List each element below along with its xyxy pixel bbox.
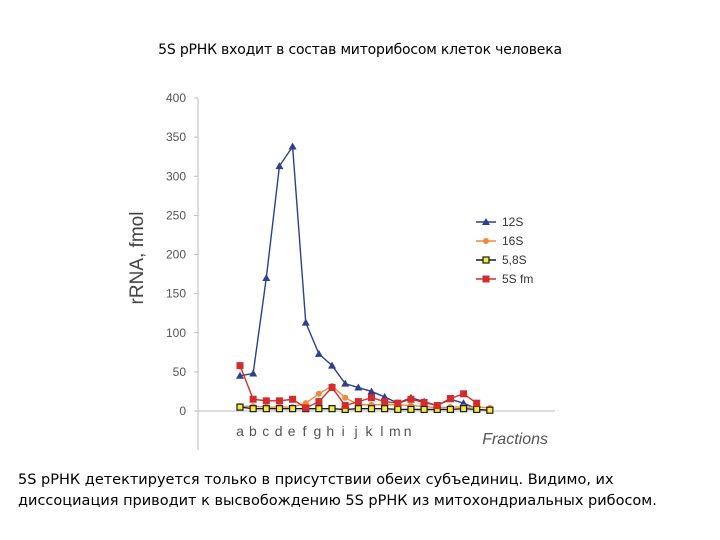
legend-entry: 5,8S — [476, 253, 527, 267]
data-point-5-8s — [407, 405, 415, 414]
data-point-12s — [249, 369, 258, 377]
data-point-5-8s — [275, 405, 284, 413]
legend-label: 16S — [502, 234, 523, 248]
data-point-12s — [262, 273, 271, 281]
data-point-5s-fm — [407, 395, 415, 403]
data-point-5-8s — [420, 405, 428, 414]
data-point-12s — [236, 371, 244, 379]
data-point-12s — [275, 162, 284, 170]
chart-axes — [197, 98, 555, 450]
data-point-16s — [483, 238, 489, 244]
data-point-5-8s — [328, 405, 336, 413]
data-point-12s — [301, 318, 310, 326]
data-point-12s — [288, 142, 297, 150]
data-point-5s-fm — [381, 398, 389, 406]
legend-entry: 5S fm — [476, 272, 533, 286]
data-point-5-8s — [459, 405, 468, 413]
legend-entry: 12S — [476, 215, 523, 229]
y-axis-label: rRNA, fmol — [127, 212, 148, 305]
x-tick-label: d — [275, 423, 283, 439]
data-point-5s-fm — [341, 402, 349, 410]
x-tick-label: m — [389, 423, 401, 439]
data-point-5-8s — [236, 403, 244, 411]
data-point-16s — [342, 394, 349, 401]
x-tick-label: n — [404, 423, 412, 439]
data-point-5s-fm — [473, 399, 481, 407]
x-tick-label: g — [314, 423, 322, 439]
data-point-5-8s — [262, 405, 270, 413]
y-tick-label: 350 — [166, 130, 186, 144]
x-tick-label: b — [249, 423, 257, 439]
data-point-5-8s — [473, 405, 481, 414]
data-point-12s — [341, 379, 350, 387]
data-point-5s-fm — [433, 402, 441, 410]
x-tick-label: i — [342, 423, 345, 439]
data-point-5-8s — [289, 405, 297, 413]
data-point-5-8s — [446, 405, 454, 414]
data-point-5s-fm — [302, 404, 310, 412]
x-tick-label: j — [354, 423, 358, 439]
data-point-5s-fm — [328, 384, 336, 392]
slide-caption: 5S рРНК детектируется только в присутств… — [18, 472, 657, 509]
data-point-12s — [354, 383, 363, 391]
chart-series — [236, 142, 494, 414]
x-tick-label: k — [366, 423, 374, 439]
data-point-5s-fm — [289, 395, 297, 403]
y-axis-ticks: 0 50 100 150 200 250 300 350 400 — [166, 91, 198, 418]
x-tick-label: c — [262, 423, 269, 439]
y-tick-label: 100 — [166, 326, 186, 340]
data-point-5s-fm — [275, 397, 283, 405]
data-point-5s-fm — [236, 362, 244, 370]
legend-label: 5S fm — [502, 272, 533, 286]
data-point-5s-fm — [262, 397, 270, 405]
data-point-5s-fm — [368, 394, 375, 402]
data-point-12s — [482, 218, 490, 225]
data-point-12s — [328, 361, 337, 369]
series-line — [239, 144, 477, 410]
y-tick-label: 200 — [166, 248, 186, 262]
series-12s — [236, 142, 481, 412]
chart-legend: 12S 16S 5,8S 5S fm — [476, 215, 533, 286]
data-point-16s — [315, 390, 322, 397]
x-axis-label: Fractions — [482, 431, 548, 448]
data-point-5-8s — [482, 256, 490, 264]
y-tick-label: 250 — [166, 208, 186, 222]
legend-label: 12S — [502, 215, 523, 229]
x-tick-label: h — [326, 423, 334, 439]
y-tick-label: 150 — [166, 287, 186, 301]
data-point-5-8s — [381, 405, 389, 413]
data-point-5-8s — [315, 405, 323, 413]
data-point-5-8s — [249, 405, 257, 413]
data-point-5-8s — [354, 405, 362, 413]
y-tick-label: 400 — [166, 91, 186, 105]
y-tick-label: 50 — [173, 365, 187, 379]
data-point-12s — [459, 399, 468, 407]
legend-label: 5,8S — [502, 253, 527, 267]
data-point-5s-fm — [460, 390, 468, 398]
series-5-8s — [236, 403, 494, 414]
data-point-5s-fm — [394, 399, 402, 407]
data-point-12s — [314, 349, 323, 357]
data-point-5-8s — [394, 405, 402, 414]
x-tick-label: a — [236, 423, 244, 439]
y-tick-label: 300 — [166, 169, 186, 183]
data-point-5s-fm — [446, 394, 454, 402]
data-point-5s-fm — [249, 395, 257, 403]
data-point-5-8s — [367, 405, 376, 413]
x-tick-label: f — [303, 423, 307, 439]
x-tick-label: l — [380, 423, 383, 439]
series-5s-fm — [236, 362, 481, 412]
data-point-5-8s — [486, 406, 494, 414]
data-point-5s-fm — [482, 275, 490, 283]
data-point-5s-fm — [315, 398, 323, 406]
data-point-12s — [367, 387, 376, 395]
y-tick-label: 0 — [179, 404, 186, 418]
legend-entry: 16S — [476, 234, 523, 248]
data-point-5s-fm — [420, 398, 428, 406]
slide-title: 5S рРНК входит в состав миторибосом клет… — [158, 42, 562, 58]
x-tick-label: e — [288, 423, 296, 439]
data-point-5s-fm — [354, 398, 362, 406]
